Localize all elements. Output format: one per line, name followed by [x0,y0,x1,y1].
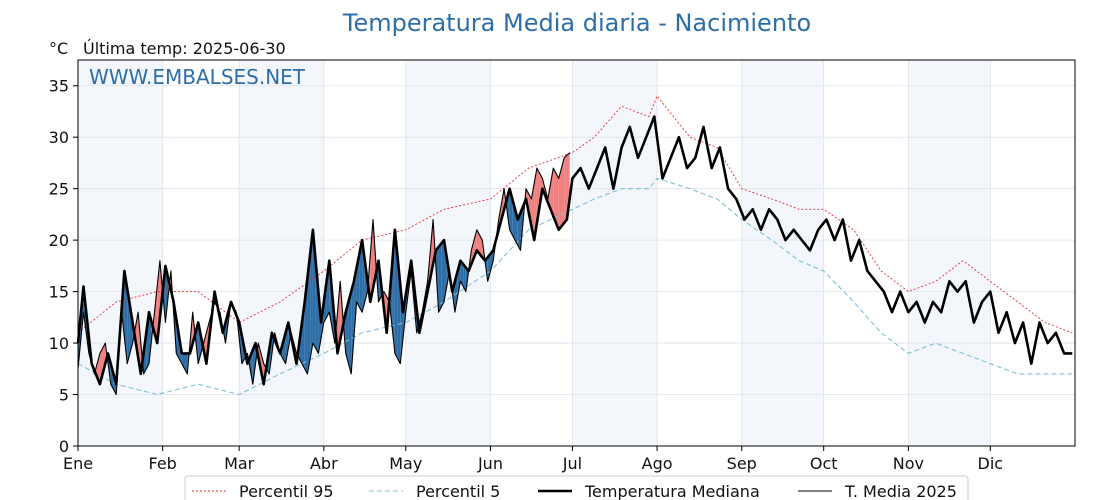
plot-frame [77,59,1076,447]
y-unit-label: °C [49,39,68,58]
anomaly-fill-above [154,286,158,344]
series-line-thin-black [77,152,571,396]
x-tick-label: Jun [477,454,503,473]
anomaly-fill-below [438,243,442,313]
series-line-thick-black [76,115,1073,386]
anomaly-fill-below [487,253,491,282]
last-reading-label: Última temp: 2025-06-30 [83,39,286,58]
y-tick-label: 15 [49,283,69,302]
anomaly-fill-above [476,229,480,254]
month-shade-nov [908,60,991,446]
legend-box [184,475,969,500]
x-tick-label: Feb [149,454,177,473]
anomaly-fill-below [441,240,445,308]
anomaly-fill-below [252,343,256,385]
anomaly-fill-below [463,264,466,292]
y-tick-label: 30 [49,128,69,147]
x-tick-label: Ago [642,454,673,473]
legend: Percentil 95 Percentil 5 Temperatura Media… [184,475,969,500]
month-shade-sep [741,60,824,446]
y-tick-label: 20 [49,231,69,250]
legend-label: Temperatura Mediana [584,482,760,500]
anomaly-fill-above [553,168,557,223]
anomaly-fill-above [370,219,374,302]
anomaly-fill-above [479,234,483,258]
anomaly-fill-below [345,301,349,364]
x-tick-label: Sep [727,454,757,473]
legend-label: Percentil 95 [239,482,334,500]
y-tick-label: 35 [49,77,69,96]
anomaly-fill-below [181,353,185,369]
watermark: WWW.EMBALSES.NET [89,65,306,89]
anomaly-fill-below [353,267,357,338]
x-axis: Ene Feb Mar Abr May Jun Jul Ago Sep Oct Nov Dic [63,446,1003,473]
y-tick-label: 0 [59,437,69,456]
y-tick-label: 25 [49,180,69,199]
series-lines [76,95,1073,396]
legend-label: Percentil 5 [416,482,500,500]
y-axis: 0 5 10 15 20 25 30 35 [49,77,78,456]
anomaly-fill-below [348,291,352,374]
anomaly-fill-above [337,281,341,354]
chart-title: Temperatura Media diaria - Nacimiento [342,9,811,37]
x-tick-label: Dic [978,454,1004,473]
anomaly-fill-below [359,240,363,313]
month-shading [78,60,991,446]
x-tick-label: Jul [562,454,582,473]
x-tick-label: Oct [810,454,838,473]
anomaly-fill-below [351,281,354,374]
legend-label: T. Media 2025 [844,482,957,500]
anomaly-fill-below [307,253,311,374]
anomaly-fill-below [460,260,464,287]
x-tick-label: Abr [310,454,338,473]
x-tick-label: Mar [224,454,255,473]
y-tick-label: 10 [49,334,69,353]
series-line-dashed-lightblue [77,177,1073,396]
anomaly-fill-below [310,229,313,359]
month-shade-jul [572,60,658,446]
y-tick-label: 5 [59,386,69,405]
x-tick-label: Ene [63,454,93,473]
anomaly-fill-above [558,168,562,230]
anomaly-fill-above [564,155,567,223]
anomaly-fill-below [490,250,494,272]
anomaly-fill-above [561,157,565,227]
x-tick-label: May [389,454,422,473]
x-tick-label: Nov [893,454,924,473]
anomaly-fill-below [184,353,188,374]
month-shade-ene [78,60,163,446]
